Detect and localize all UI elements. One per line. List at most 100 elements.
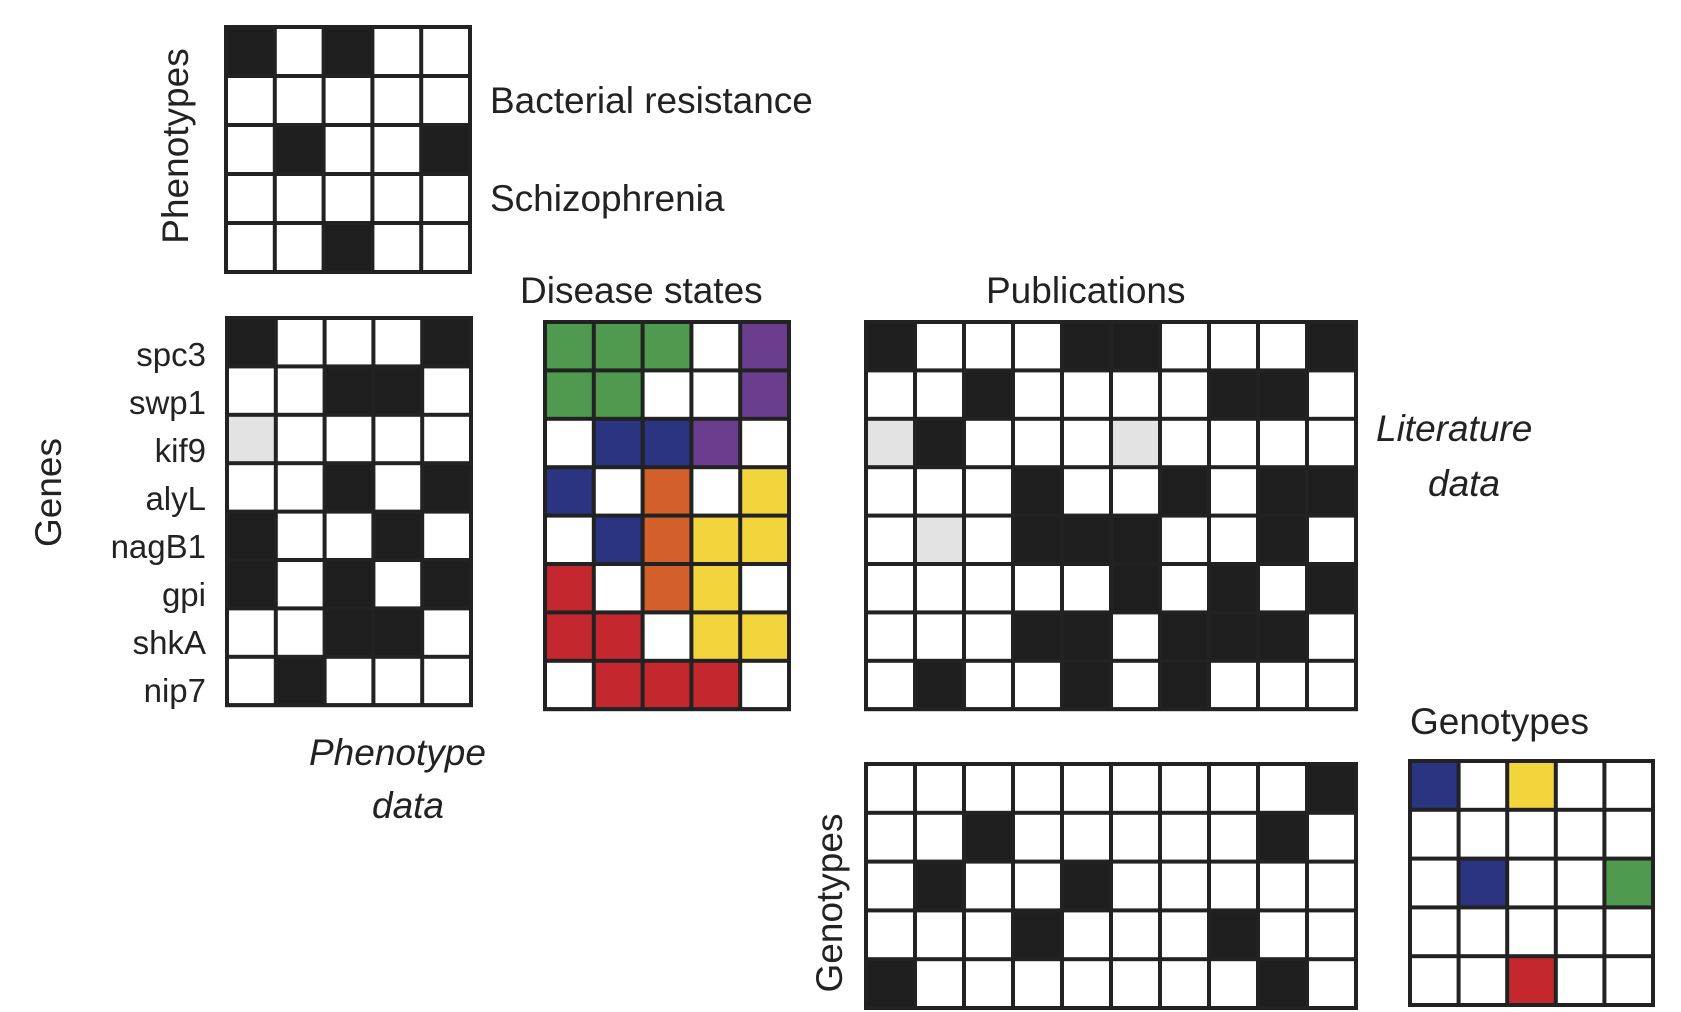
genotype-matrix-cell [868, 863, 913, 909]
phenotype-data-border [225, 316, 473, 708]
genotype-matrix-cell [1309, 912, 1354, 958]
genotype-matrix-cell [1113, 961, 1158, 1006]
genotype-matrix-cell [1309, 863, 1354, 909]
disease-states-cell [547, 566, 592, 611]
disease-states-cell [644, 614, 690, 659]
literature-data-cell [1015, 469, 1060, 514]
literature-data-cell [1162, 469, 1207, 514]
disease-states-border [543, 320, 791, 712]
literature-data-cell [966, 469, 1011, 514]
phenotypes-cell [325, 127, 371, 172]
phenotype-data-cell [375, 562, 421, 607]
genotypes-cell [1606, 811, 1651, 857]
literature-data-cell [1113, 614, 1158, 659]
phenotype-data-caption-line2: data [372, 785, 445, 826]
literature-data-cell [1260, 517, 1305, 562]
phenotype-data-cell [424, 320, 469, 365]
literature-data-cell [1260, 372, 1305, 417]
gene-label: gpi [161, 576, 206, 613]
genotypes-cell [1606, 763, 1651, 808]
phenotype-data-cell [229, 320, 274, 365]
literature-data-caption-line1: Literature [1376, 408, 1533, 449]
disease-states-cell [693, 566, 739, 611]
phenotype-data-cell [375, 416, 421, 462]
literature-data-cell [1260, 662, 1305, 708]
phenotype-data-cell [375, 320, 421, 365]
phenotypes-axis-label: Phenotypes [155, 48, 196, 244]
genotypes-cell [1460, 958, 1506, 1003]
phenotypes-cell [228, 78, 273, 123]
disease-states-cell [742, 324, 787, 369]
literature-data-cell [1211, 517, 1256, 562]
phenotype-data-cell [326, 320, 372, 365]
literature-data-cell [1162, 566, 1207, 611]
genotype-matrix-cell [1260, 863, 1305, 909]
phenotype-data-cell [326, 368, 372, 413]
disease-states-cell [644, 517, 690, 562]
genotype-matrix-cell [1211, 961, 1256, 1006]
genotype-publication-matrix [864, 762, 1358, 1010]
disease-states-cell [742, 662, 787, 708]
genotype-matrix-cell [1064, 766, 1109, 811]
literature-data-cell [1064, 614, 1109, 659]
literature-data-cell [1211, 372, 1256, 417]
phenotypes-cell [423, 29, 468, 74]
disease-states-cell [595, 324, 641, 369]
genotypes-cell [1509, 958, 1554, 1003]
gene-label: alyL [145, 480, 206, 517]
literature-data-cell [1260, 469, 1305, 514]
literature-data-cell [1113, 372, 1158, 417]
literature-data-cell [1211, 469, 1256, 514]
literature-data-cell [1113, 566, 1158, 611]
genotype-matrix-cell [1113, 766, 1158, 811]
phenotype-data-cell [375, 513, 421, 558]
phenotypes-cell [228, 176, 273, 221]
genotype-matrix-cell [1260, 912, 1305, 958]
genotype-matrix-cell [1309, 961, 1354, 1006]
genotypes-cell [1412, 811, 1457, 857]
literature-data-cell [1015, 372, 1060, 417]
literature-data-cell [1211, 566, 1256, 611]
genotypes-cell [1606, 958, 1651, 1003]
genotypes-cell [1460, 860, 1506, 906]
phenotype-data-cell [229, 610, 274, 655]
literature-data-cell [1015, 614, 1060, 659]
literature-data-cell [1064, 372, 1109, 417]
literature-data-cell [917, 324, 962, 369]
literature-data-cell [1015, 517, 1060, 562]
literature-data-cell [1211, 324, 1256, 369]
genotype-matrix-cell [1211, 912, 1256, 958]
phenotype-data-cell [229, 658, 274, 704]
genotype-matrix-cell [1113, 912, 1158, 958]
phenotypes-cell [374, 176, 420, 221]
genotype-matrix-cell [1064, 961, 1109, 1006]
gene-label: kif9 [154, 432, 206, 469]
disease-states-cell [547, 662, 592, 708]
disease-states-cell [742, 517, 787, 562]
literature-data-cell [1113, 517, 1158, 562]
disease-states-cell [693, 517, 739, 562]
phenotypes-cell [423, 78, 468, 123]
literature-data-cell [1064, 517, 1109, 562]
phenotypes-cell [228, 127, 273, 172]
phenotype-data-cell [277, 416, 323, 462]
gene-label: spc3 [136, 336, 206, 373]
phenotype-data-cell [375, 368, 421, 413]
phenotype-data-cell [375, 610, 421, 655]
genotype-matrix-cell [966, 863, 1011, 909]
literature-data-cell [1260, 566, 1305, 611]
genotype-matrix-cell [1162, 766, 1207, 811]
disease-states-cell [595, 372, 641, 417]
genotype-matrix-cell [1162, 814, 1207, 860]
phenotypes-cell [374, 127, 420, 172]
literature-data-cell [1162, 372, 1207, 417]
genotype-matrix-cell [1162, 961, 1207, 1006]
genotype-matrix-cell [1260, 766, 1305, 811]
genotype-matrix-cell [868, 814, 913, 860]
literature-data-cell [1260, 324, 1305, 369]
literature-data-cell [1309, 517, 1354, 562]
genotypes-cell [1509, 860, 1554, 906]
disease-states-cell [547, 517, 592, 562]
phenotypes-cell [374, 29, 420, 74]
